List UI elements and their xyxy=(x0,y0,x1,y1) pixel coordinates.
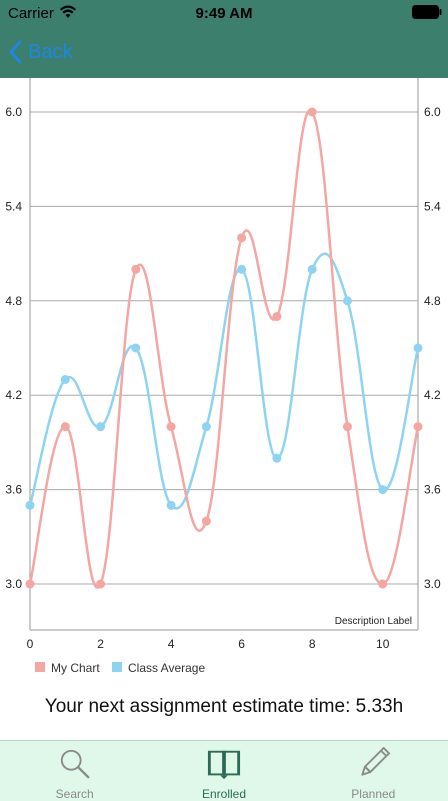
estimate-text: Your next assignment estimate time: 5.33… xyxy=(44,696,404,717)
tab-enrolled-label: Enrolled xyxy=(201,787,246,801)
tab-planned[interactable]: Planned xyxy=(299,741,448,801)
chart-svg: 3.0 3.0 3.6 3.6 4.2 4.2 4.8 4.8 5.4 5.4 6.0 6.0 0 2 4 6… xyxy=(5,78,441,675)
y-tick-label-right: 6.0 xyxy=(424,105,441,119)
data-point xyxy=(307,107,317,117)
battery-icon xyxy=(412,5,442,19)
data-point xyxy=(342,296,352,306)
data-point xyxy=(166,500,176,510)
data-point xyxy=(25,579,35,589)
data-point xyxy=(60,374,70,384)
series-line-0 xyxy=(28,109,420,589)
y-tick-label-left: 6.0 xyxy=(5,105,22,119)
carrier-label: Carrier xyxy=(8,5,54,22)
data-point xyxy=(166,422,176,432)
y-tick-label-left: 4.2 xyxy=(5,388,22,402)
y-tick-label-left: 3.0 xyxy=(5,577,22,591)
legend-label: Class Average xyxy=(128,661,205,675)
x-tick-label: 10 xyxy=(376,637,390,651)
navigation-header: Carrier 9:49 AM Back xyxy=(0,0,448,78)
back-button[interactable]: Back xyxy=(8,38,72,66)
tab-bar: Search Enrolled Planned xyxy=(0,740,448,801)
y-tick-label-right: 3.0 xyxy=(424,577,441,591)
data-point xyxy=(413,343,423,353)
data-point xyxy=(342,422,352,432)
status-bar: Carrier 9:49 AM xyxy=(0,0,448,28)
y-tick-label-right: 3.6 xyxy=(424,483,441,497)
x-tick-label: 8 xyxy=(309,637,316,651)
y-tick-label-left: 3.6 xyxy=(5,483,22,497)
y-tick-label-right: 4.8 xyxy=(424,294,441,308)
tab-planned-label: Planned xyxy=(351,787,396,801)
y-tick-label-right: 5.4 xyxy=(424,199,441,213)
legend-swatch xyxy=(112,662,122,672)
data-point xyxy=(378,485,388,495)
data-point xyxy=(272,312,282,322)
data-point xyxy=(237,233,247,243)
legend-swatch xyxy=(35,662,45,672)
description-label: Description Label xyxy=(335,616,412,627)
data-point xyxy=(413,422,423,432)
search-icon xyxy=(60,749,90,779)
pencil-icon xyxy=(361,747,391,776)
back-label: Back xyxy=(28,40,73,63)
data-point xyxy=(131,264,141,274)
data-point xyxy=(25,500,35,510)
data-point xyxy=(96,579,106,589)
wifi-icon xyxy=(60,5,76,18)
data-point xyxy=(201,422,211,432)
y-tick-label-right: 4.2 xyxy=(424,388,441,402)
status-time: 9:49 AM xyxy=(195,5,253,22)
data-point xyxy=(237,264,247,274)
book-icon xyxy=(207,750,241,780)
data-point xyxy=(272,453,282,463)
x-tick-label: 4 xyxy=(168,637,175,651)
data-point xyxy=(307,264,317,274)
data-point xyxy=(378,579,388,589)
y-tick-label-left: 5.4 xyxy=(5,199,22,213)
chevron-left-icon xyxy=(9,40,22,64)
data-point xyxy=(201,516,211,526)
data-point xyxy=(96,422,106,432)
y-tick-label-left: 4.8 xyxy=(5,294,22,308)
data-point xyxy=(131,343,141,353)
data-point xyxy=(60,422,70,432)
tab-search-label: Search xyxy=(55,787,94,801)
line-chart[interactable]: 3.0 3.0 3.6 3.6 4.2 4.2 4.8 4.8 5.4 5.4 6.0 6.0 0 2 4 6… xyxy=(0,78,448,690)
tab-search[interactable]: Search xyxy=(0,741,149,801)
tab-enrolled[interactable]: Enrolled xyxy=(149,741,298,801)
x-tick-label: 6 xyxy=(238,637,245,651)
x-tick-label: 2 xyxy=(97,637,104,651)
legend-label: My Chart xyxy=(51,661,100,675)
x-tick-label: 0 xyxy=(27,637,34,651)
